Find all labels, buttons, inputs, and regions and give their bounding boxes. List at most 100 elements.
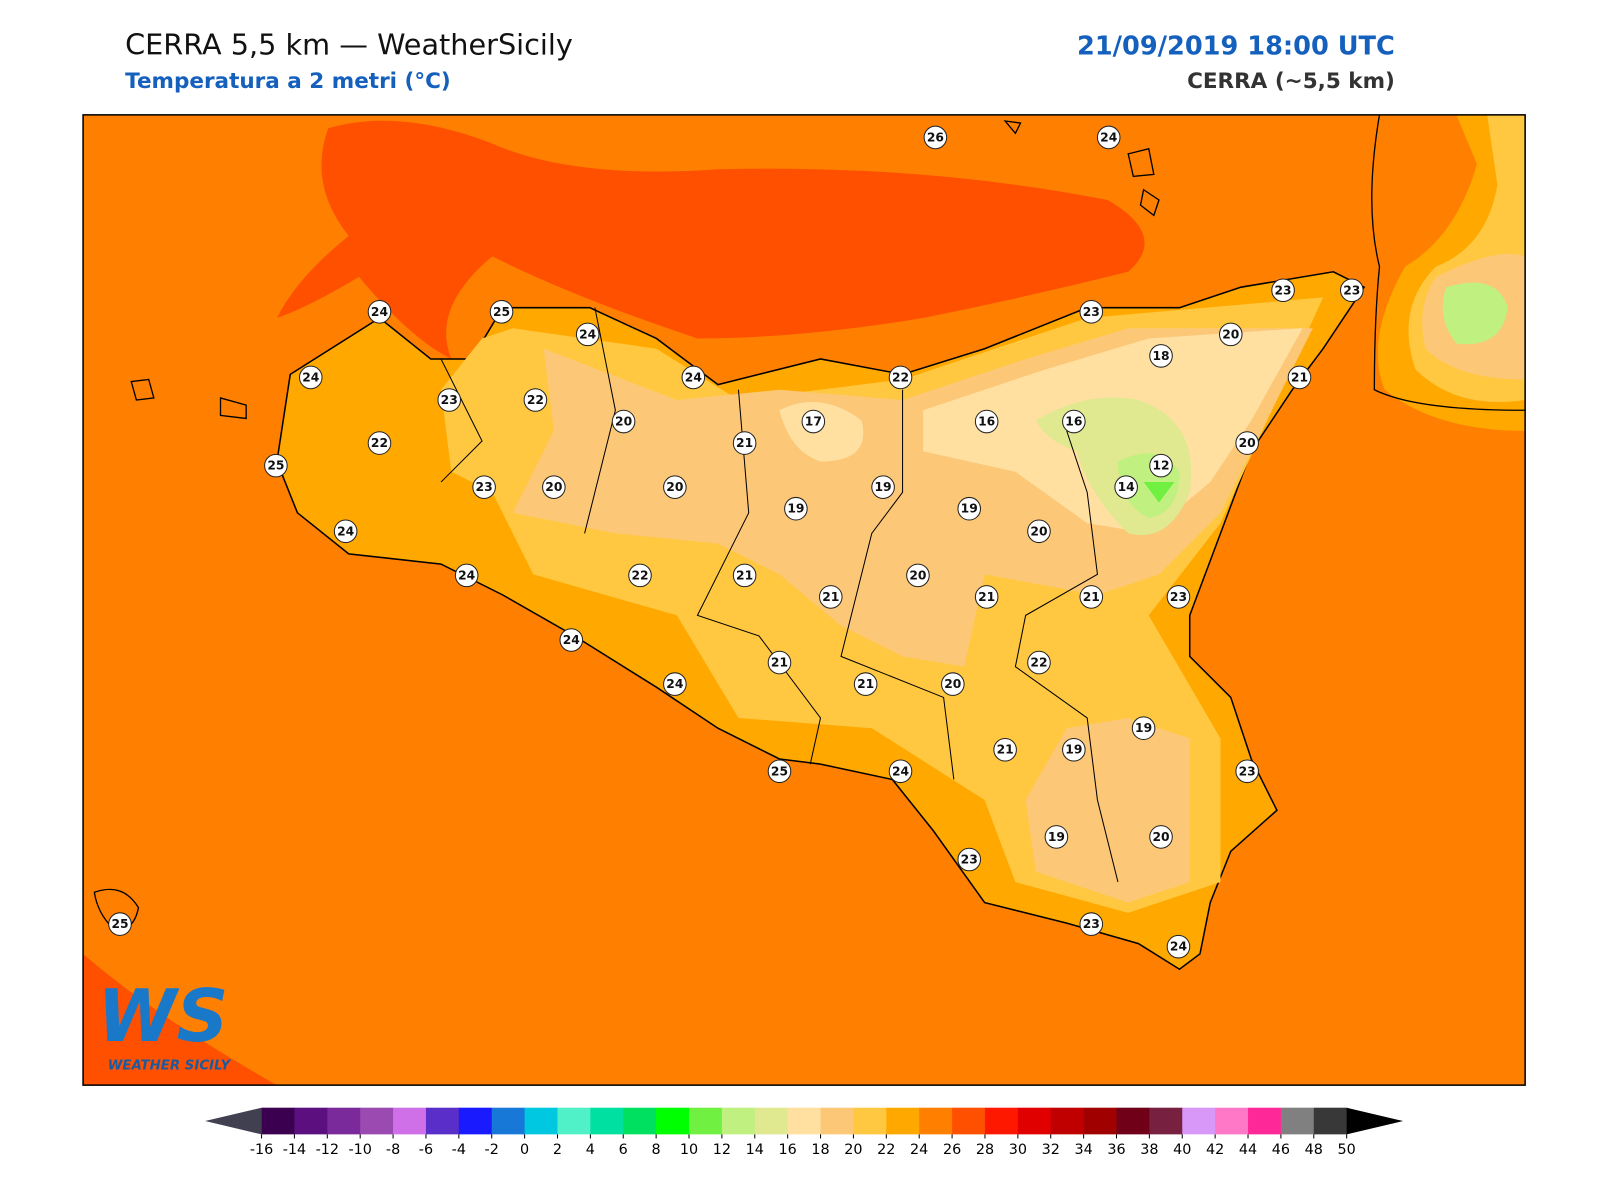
colorbar-swatch	[1280, 1107, 1315, 1135]
station-value: 21	[1291, 370, 1308, 384]
station-value: 20	[545, 480, 562, 494]
station-value: 20	[1152, 830, 1169, 844]
station-marker	[437, 388, 462, 412]
colorbar: -16 -14 -12 -10 -8 -6 -4 -2 0 2 4 6 8 10 12 14 16 18 20 22 2…	[205, 1107, 1404, 1158]
station-marker	[1287, 365, 1312, 390]
coastline	[1371, 114, 1526, 411]
station-marker	[472, 475, 496, 499]
colorbar-tick-label: 34	[1074, 1142, 1092, 1158]
station-value: 20	[909, 568, 926, 582]
colorbar-tick-label: 18	[811, 1142, 829, 1158]
station-value: 21	[736, 436, 753, 450]
station-value: 23	[476, 480, 493, 494]
station-value: 12	[1152, 459, 1169, 473]
station-value: 20	[666, 480, 683, 494]
station-marker	[1218, 322, 1243, 347]
colorbar-swatch	[1182, 1107, 1216, 1135]
station-value: 25	[111, 917, 128, 931]
station-value: 19	[1048, 830, 1065, 844]
station-marker	[993, 737, 1017, 762]
station-value: 20	[1239, 436, 1256, 450]
colorbar-tick-label: 30	[1009, 1142, 1027, 1158]
colorbar-tick-label: -10	[348, 1142, 371, 1158]
station-marker	[767, 759, 792, 784]
colorbar-tick-label: 22	[877, 1142, 895, 1158]
station-value: 14	[1118, 480, 1135, 494]
station-value: 24	[337, 524, 354, 538]
station-marker	[732, 431, 757, 455]
station-marker	[264, 453, 288, 478]
station-value: 23	[1170, 590, 1187, 604]
colorbar-swatch	[393, 1107, 427, 1135]
station-marker	[906, 563, 930, 588]
colorbar-swatch	[524, 1107, 558, 1135]
colorbar-swatch	[1017, 1107, 1052, 1135]
colorbar-swatch	[327, 1107, 361, 1135]
colorbar-tick-label: -12	[316, 1142, 339, 1158]
colorbar-swatch	[261, 1107, 295, 1135]
colorbar-tick-label: 12	[713, 1142, 731, 1158]
colorbar-tick-label: 6	[619, 1142, 628, 1158]
station-value: 17	[805, 415, 822, 429]
colorbar-tick-label: -14	[283, 1142, 306, 1158]
station-value: 20	[1222, 327, 1239, 341]
station-marker	[298, 365, 323, 390]
station-marker	[801, 409, 826, 434]
station-marker	[1235, 431, 1259, 455]
station-marker	[559, 628, 584, 652]
station-marker	[1149, 453, 1173, 478]
calabria	[1442, 282, 1508, 345]
station-value: 24	[302, 370, 319, 384]
station-value: 20	[615, 415, 632, 429]
station-marker	[1079, 912, 1104, 936]
station-marker	[974, 585, 999, 609]
station-marker	[542, 475, 566, 499]
station-marker	[1235, 759, 1259, 784]
station-value: 24	[892, 764, 909, 778]
island	[130, 120, 1160, 420]
station-value: 24	[685, 370, 702, 384]
colorbar-tick-label: 50	[1338, 1142, 1356, 1158]
station-marker	[454, 563, 479, 588]
colorbar-swatch	[886, 1107, 920, 1135]
station-marker	[333, 519, 358, 544]
colorbar-tick-label: 20	[844, 1142, 862, 1158]
colorbar-tick-label: -16	[250, 1142, 273, 1158]
station-marker	[663, 475, 687, 499]
colorbar-tick-label: 14	[746, 1142, 764, 1158]
station-value: 19	[961, 502, 978, 516]
station-marker	[367, 431, 392, 455]
station-marker	[1079, 585, 1104, 609]
colorbar-swatch	[1116, 1107, 1150, 1135]
station-value: 20	[1030, 524, 1047, 538]
station-marker	[1062, 409, 1086, 434]
station-value: 23	[1275, 283, 1292, 297]
province-border	[440, 307, 1119, 883]
station-marker	[1027, 519, 1051, 544]
station-marker	[1096, 125, 1121, 150]
station-marker	[853, 672, 878, 696]
station-marker	[957, 496, 982, 521]
colorbar-tick-label: 38	[1140, 1142, 1158, 1158]
map-frame	[82, 114, 1526, 1086]
colorbar-swatch	[656, 1107, 690, 1135]
colorbar-swatch	[787, 1107, 822, 1135]
station-marker	[888, 365, 913, 390]
colorbar-swatch	[984, 1107, 1019, 1135]
colorbar-tick-label: -2	[485, 1142, 499, 1158]
station-marker	[628, 563, 652, 588]
station-value: 24	[1170, 940, 1187, 954]
station-value: 19	[1135, 721, 1152, 735]
station-marker	[663, 672, 687, 696]
station-value: 22	[1030, 656, 1047, 670]
station-marker	[784, 496, 808, 521]
colorbar-swatch	[1050, 1107, 1085, 1135]
colorbar-arrow	[1346, 1107, 1404, 1135]
station-value: 23	[1239, 764, 1256, 778]
logo-initials: WS	[97, 974, 228, 1058]
station-value: 19	[1065, 743, 1082, 757]
temp-contour	[1143, 482, 1175, 503]
station-marker	[888, 759, 913, 784]
